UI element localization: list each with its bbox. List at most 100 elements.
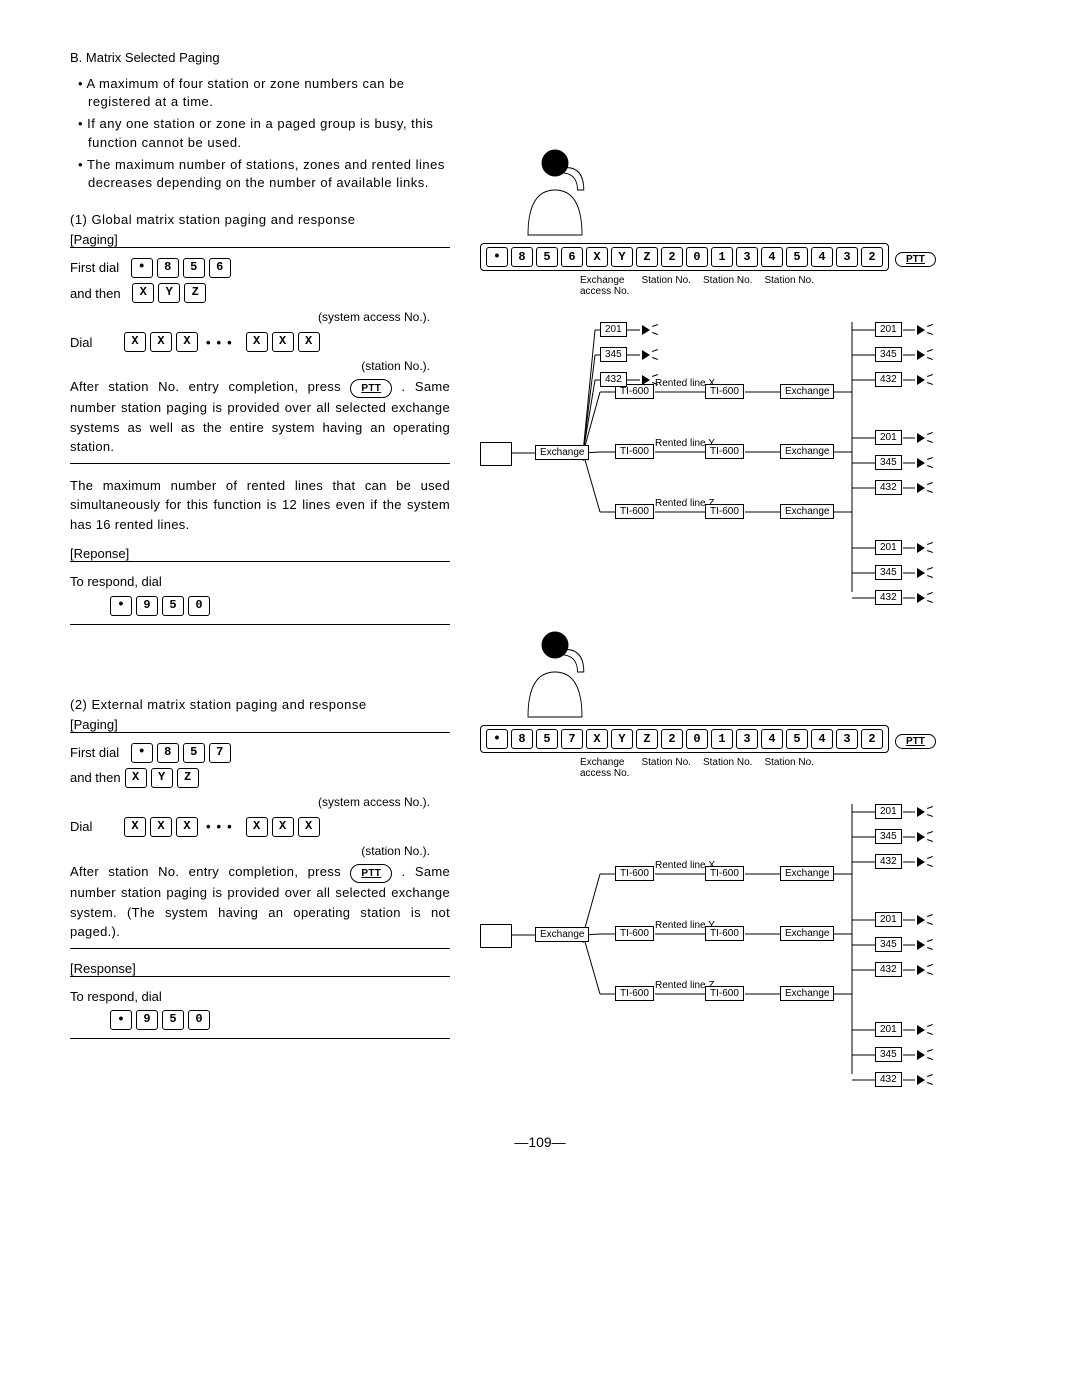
key-5: 5 — [786, 247, 808, 267]
station-box: 201 — [875, 912, 902, 927]
dots: ••• — [202, 331, 242, 354]
exchange-box: Exchange — [780, 444, 834, 459]
ti-600-box: TI-600 — [615, 986, 654, 1001]
key-3: 3 — [736, 247, 758, 267]
station-box: 432 — [875, 962, 902, 977]
speaker-icon — [917, 433, 929, 443]
key-x: X — [150, 817, 172, 837]
network-diagram-2: ExchangeRented line XTI-600TI-600Exchang… — [480, 794, 1000, 1094]
key-0: 0 — [188, 596, 210, 616]
key-x: X — [176, 817, 198, 837]
key-Z: Z — [636, 729, 658, 749]
key-z: Z — [184, 283, 206, 303]
ptt-key: PTT — [350, 864, 392, 883]
key-4: 4 — [761, 729, 783, 749]
station-box: 345 — [600, 347, 627, 362]
bullet-1: A maximum of four station or zone number… — [70, 75, 450, 111]
ti-600-box: TI-600 — [615, 866, 654, 881]
page-number: —109— — [70, 1134, 1010, 1150]
key-Z: Z — [636, 247, 658, 267]
speaker-icon — [642, 375, 654, 385]
dial-label: Dial — [70, 815, 120, 838]
key-1: 1 — [711, 729, 733, 749]
operator-box — [480, 924, 512, 948]
network-diagram-1: ExchangeRented line XTI-600TI-600Exchang… — [480, 312, 1000, 612]
key-3: 3 — [736, 729, 758, 749]
key-7: 7 — [209, 743, 231, 763]
speaker-icon — [917, 458, 929, 468]
ti-600-box: TI-600 — [705, 926, 744, 941]
key-x: X — [124, 817, 146, 837]
speaker-icon — [917, 915, 929, 925]
station-box: 201 — [875, 540, 902, 555]
ti-600-box: TI-600 — [615, 926, 654, 941]
exchange-box: Exchange — [780, 384, 834, 399]
speaker-icon — [917, 543, 929, 553]
key-6: 6 — [209, 258, 231, 278]
key-9: 9 — [136, 1010, 158, 1030]
station-no-label: Station No. — [764, 275, 813, 297]
ti-600-box: TI-600 — [705, 866, 744, 881]
key-x: X — [246, 817, 268, 837]
key-x: X — [125, 768, 147, 788]
speaker-icon — [917, 1050, 929, 1060]
ti-600-box: TI-600 — [615, 444, 654, 459]
bullet-2: If any one station or zone in a paged gr… — [70, 115, 450, 151]
key-x: X — [272, 332, 294, 352]
key-9: 9 — [136, 596, 158, 616]
station-box: 201 — [875, 1022, 902, 1037]
key-z: Z — [177, 768, 199, 788]
key-dot — [110, 596, 132, 616]
exchange-box: Exchange — [780, 866, 834, 881]
station-box: 201 — [875, 430, 902, 445]
key-0: 0 — [188, 1010, 210, 1030]
speaker-icon — [917, 483, 929, 493]
sec1-title: (1) Global matrix station paging and res… — [70, 212, 450, 227]
sys-access-note: (system access No.). — [70, 307, 450, 329]
station-box: 345 — [875, 455, 902, 470]
speaker-icon — [917, 807, 929, 817]
key-2: 2 — [861, 729, 883, 749]
station-no-label: Station No. — [703, 757, 752, 779]
key-dot — [110, 1010, 132, 1030]
key-4: 4 — [761, 247, 783, 267]
station-box: 432 — [875, 854, 902, 869]
key-0: 0 — [686, 247, 708, 267]
key-5: 5 — [536, 247, 558, 267]
first-dial-label: First dial — [70, 256, 119, 279]
paging-label-1: [Paging] — [70, 232, 450, 247]
key-x: X — [298, 332, 320, 352]
key-4: 4 — [811, 729, 833, 749]
response-box-2: To respond, dial 9 5 0 — [70, 976, 450, 1039]
key-5: 5 — [536, 729, 558, 749]
exchange-box: Exchange — [780, 504, 834, 519]
station-box: 432 — [875, 590, 902, 605]
ptt-key: PTT — [350, 379, 392, 398]
key-x: X — [132, 283, 154, 303]
speaker-icon — [917, 568, 929, 578]
response-label-1: [Reponse] — [70, 546, 450, 561]
sec2-title: (2) External matrix station paging and r… — [70, 697, 450, 712]
exchange-box: Exchange — [535, 445, 589, 460]
key-5: 5 — [162, 1010, 184, 1030]
key-x: X — [272, 817, 294, 837]
station-no-label: Station No. — [641, 275, 690, 297]
to-respond-label: To respond, dial — [70, 985, 162, 1008]
key-Y: Y — [611, 729, 633, 749]
key-5: 5 — [786, 729, 808, 749]
key-4: 4 — [811, 247, 833, 267]
instruction-box-2: First dial 8 5 7 and then X Y Z (system … — [70, 732, 450, 949]
key-x: X — [124, 332, 146, 352]
key-5: 5 — [183, 743, 205, 763]
heading: B. Matrix Selected Paging — [70, 50, 450, 65]
exchange-box: Exchange — [780, 986, 834, 1001]
station-no-label: Station No. — [703, 275, 752, 297]
key-2: 2 — [661, 729, 683, 749]
key-y: Y — [151, 768, 173, 788]
key-0: 0 — [686, 729, 708, 749]
instruction-box-1: First dial 8 5 6 and then X Y Z (system … — [70, 247, 450, 464]
dial-sequence-2: 857XYZ201345432 — [480, 725, 889, 753]
key-dot — [131, 743, 153, 763]
speaker-icon — [917, 832, 929, 842]
person-icon — [510, 622, 600, 722]
